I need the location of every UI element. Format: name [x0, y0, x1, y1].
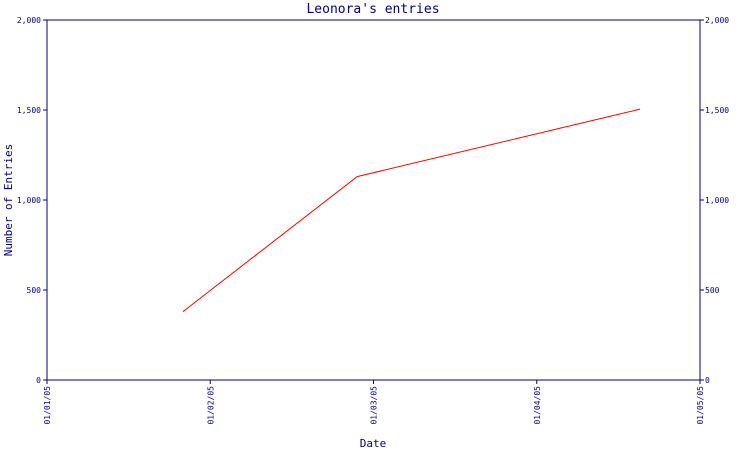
y-axis-left: 0 500 1,000 1,500 2,000 [17, 16, 47, 385]
y-axis-label: Number of Entries [2, 144, 15, 257]
y-tick-label-left: 0 [36, 376, 41, 385]
x-tick-label: 01/01/05 [43, 386, 52, 425]
y-tick-label-left: 1,000 [17, 196, 41, 205]
y-tick-label-right: 500 [705, 286, 720, 295]
chart-title: Leonora's entries [306, 2, 439, 17]
y-axis-right: 0 500 1,000 1,500 2,000 [700, 16, 729, 385]
y-tick-label-right: 1,000 [705, 196, 729, 205]
series-layer [182, 108, 641, 312]
y-tick-label-left: 1,500 [17, 106, 41, 115]
y-tick-label-right: 0 [705, 376, 710, 385]
plot-frame [46, 19, 701, 381]
x-tick-label: 01/03/05 [370, 386, 379, 425]
x-axis: 01/01/05 01/02/05 01/03/05 01/04/05 01/05/05 [43, 380, 705, 425]
y-tick-label-left: 2,000 [17, 16, 41, 25]
x-tick-label: 01/05/05 [696, 386, 705, 425]
series-line [182, 108, 641, 312]
x-tick-label: 01/04/05 [533, 386, 542, 425]
y-tick-label-right: 2,000 [705, 16, 729, 25]
y-tick-label-right: 1,500 [705, 106, 729, 115]
x-axis-label: Date [360, 437, 387, 450]
y-tick-label-left: 500 [27, 286, 42, 295]
x-tick-label: 01/02/05 [206, 386, 215, 425]
